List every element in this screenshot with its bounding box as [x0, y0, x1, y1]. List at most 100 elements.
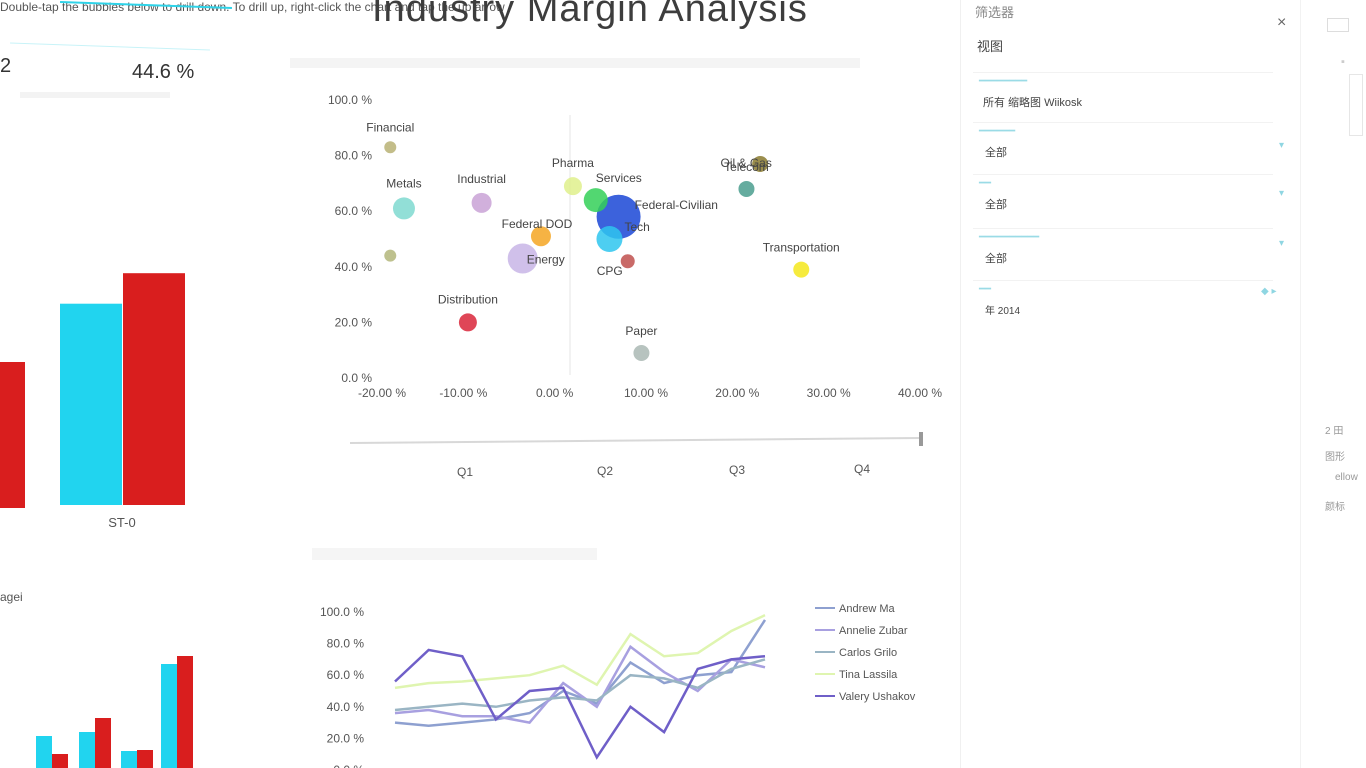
bubble-label: Distribution — [438, 292, 498, 306]
bubble-label: Telecom — [724, 160, 769, 174]
timeline-label[interactable]: Q3 — [729, 463, 745, 477]
series-line[interactable] — [394, 644, 766, 724]
y-tick-label: 80.0 % — [335, 149, 373, 163]
legend-label[interactable]: Valery Ushakov — [839, 691, 916, 703]
field-icon[interactable] — [1349, 74, 1363, 136]
bubble[interactable] — [620, 254, 635, 269]
kpi-value-partial: 2 — [0, 55, 12, 77]
legend-label[interactable]: Tina Lassila — [839, 669, 898, 681]
kpi-caption-blur — [20, 92, 170, 98]
small-bar[interactable] — [137, 750, 153, 768]
filter-separator — [973, 122, 1273, 123]
chevron-down-icon[interactable]: ▾ — [1279, 140, 1285, 151]
y-tick-label: 20.0 % — [335, 315, 373, 329]
bubble[interactable] — [563, 177, 582, 196]
play-axis-track[interactable] — [349, 437, 923, 444]
bubble[interactable] — [793, 261, 810, 278]
filter-caption-blur: ━━━━━━━━━━ — [979, 232, 1040, 243]
bubble[interactable] — [392, 197, 415, 220]
side-label: ellow — [1335, 472, 1358, 483]
bubble[interactable] — [384, 141, 397, 154]
bubble-label: Industrial — [457, 172, 506, 186]
legend-label[interactable]: Andrew Ma — [839, 603, 896, 615]
bubble[interactable] — [596, 226, 623, 252]
side-label: 图形 — [1325, 452, 1345, 463]
small-bar[interactable] — [161, 664, 177, 768]
bubble[interactable] — [530, 226, 551, 247]
bubble[interactable] — [471, 192, 492, 213]
filter-caption-blur: ━━━━━━ — [979, 126, 1016, 137]
legend-label[interactable]: Carlos Grilo — [839, 647, 897, 659]
legend-label[interactable]: Annelie Zubar — [839, 625, 908, 637]
filter-item[interactable]: 全部 — [985, 199, 1007, 211]
bubble[interactable] — [507, 243, 538, 274]
bubble[interactable] — [458, 313, 477, 332]
bubble-label: Paper — [625, 324, 657, 338]
chevron-down-icon[interactable]: ▾ — [1279, 188, 1285, 199]
panel-icon[interactable] — [1327, 18, 1349, 32]
side-label: 颜标 — [1325, 502, 1345, 513]
bubble[interactable] — [583, 188, 608, 213]
page-title: Industry Margin Analysis — [372, 0, 808, 30]
small-bar[interactable] — [79, 732, 95, 768]
filter-item[interactable]: 所有 缩略图 Wiikosk — [983, 97, 1082, 109]
small-bar[interactable] — [121, 751, 137, 768]
filter-pane: 筛选器 × 视图 ━━━━━━━━ 所有 缩略图 Wiikosk ━━━━━━ … — [960, 0, 1301, 768]
chevron-down-icon[interactable]: ▾ — [1279, 238, 1285, 249]
filter-caption-blur: ━━ — [979, 284, 992, 295]
left-bar-partial[interactable] — [0, 362, 25, 508]
small-bar[interactable] — [95, 718, 111, 768]
scatter-chart[interactable]: 0.0 % 20.0 % 40.0 % 60.0 % 80.0 % 100.0 % -20… — [300, 95, 960, 495]
bar[interactable] — [123, 273, 185, 505]
clear-filter-icon[interactable]: ◆ ▸ — [1261, 286, 1277, 297]
bubble[interactable] — [752, 155, 769, 172]
filter-separator — [973, 228, 1273, 229]
bubble-label: Transportation — [763, 241, 840, 255]
bubble-label: Oil & Gas — [720, 156, 771, 170]
side-label: 2 田 — [1325, 426, 1344, 437]
y-tick-label: 0.0 % — [341, 371, 372, 385]
y-tick-label: 100.0 % — [328, 95, 372, 107]
x-tick-label: 20.00 % — [715, 386, 759, 400]
small-bar[interactable] — [177, 656, 193, 768]
x-tick-label: -20.00 % — [358, 386, 406, 400]
left-bar-chart: ST-0 — [0, 273, 185, 530]
more-icon[interactable]: ▪ — [1341, 56, 1345, 68]
kpi-accent-line — [60, 0, 232, 10]
left-small-bar-chart — [36, 656, 193, 768]
filter-separator — [973, 280, 1273, 281]
series-line[interactable] — [394, 619, 767, 728]
x-tick-label: 0.00 % — [536, 386, 574, 400]
small-bar[interactable] — [52, 754, 68, 768]
bubble-label: Federal-Civilian — [635, 198, 718, 212]
series-line[interactable] — [394, 648, 766, 760]
y-tick-label: 40.0 % — [327, 700, 365, 714]
kpi-value: 44.6 % — [132, 61, 195, 83]
x-tick-label: 10.00 % — [624, 386, 668, 400]
x-tick-label: 30.00 % — [807, 386, 851, 400]
y-tick-label: 60.0 % — [327, 668, 365, 682]
timeline-label[interactable]: Q4 — [854, 462, 870, 476]
bubble[interactable] — [633, 344, 650, 361]
left-panel: 2 44.6 % ST-0 agei — [0, 0, 262, 768]
timeline-label[interactable]: Q1 — [457, 465, 473, 479]
series-line[interactable] — [394, 658, 766, 712]
bubble-label: CPG — [597, 264, 623, 278]
small-bar[interactable] — [36, 736, 52, 768]
y-tick-label: 40.0 % — [335, 260, 373, 274]
line-chart[interactable]: 0.0 % 20.0 % 40.0 % 60.0 % 80.0 % 100.0 % And… — [300, 590, 940, 768]
timeline-label[interactable]: Q2 — [597, 464, 613, 478]
bubble[interactable] — [384, 249, 397, 262]
filter-item[interactable]: 全部 — [985, 253, 1007, 265]
bubble-label: Tech — [624, 220, 649, 234]
series-line[interactable] — [394, 614, 766, 690]
small-chart-label: agei — [0, 590, 23, 604]
bar[interactable] — [60, 303, 122, 505]
bubble-label: Energy — [527, 252, 565, 266]
filter-item[interactable]: 全部 — [985, 147, 1007, 159]
play-axis-handle[interactable] — [919, 432, 923, 446]
bubble[interactable] — [738, 180, 755, 197]
filter-item[interactable]: 年 2014 — [985, 306, 1021, 317]
close-icon[interactable]: × — [1277, 14, 1287, 31]
subtitle-blur — [290, 58, 860, 68]
